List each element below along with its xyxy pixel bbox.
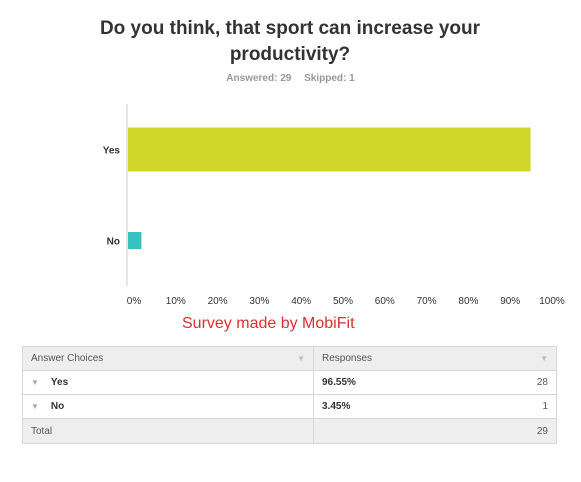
x-tick-label: 10%: [166, 296, 186, 307]
sort-triangle-icon[interactable]: ▼: [540, 354, 548, 363]
x-tick-label: 40%: [291, 296, 311, 307]
category-label: Yes: [103, 146, 121, 157]
x-tick-label: 60%: [375, 296, 395, 307]
table-row: ▼ Yes 96.55% 28: [22, 370, 557, 395]
total-row: Total 29: [22, 418, 557, 444]
responses-header-label: Responses: [322, 353, 373, 364]
table-row: ▼ No 3.45% 1: [22, 394, 557, 419]
response-table: Answer Choices ▼ Responses ▼ ▼ Yes 96.55% 28…: [22, 346, 557, 444]
x-tick-label: 90%: [500, 296, 520, 307]
skipped-count: Skipped: 1: [304, 73, 355, 84]
response-stats: Answered: 29 Skipped: 1: [0, 73, 581, 84]
expand-triangle-icon[interactable]: ▼: [31, 402, 39, 411]
response-cell: 3.45% 1: [313, 394, 557, 419]
x-tick-label: 70%: [417, 296, 437, 307]
x-tick-label: 0%: [127, 296, 142, 307]
expand-triangle-icon[interactable]: ▼: [31, 378, 39, 387]
question-title-line2: productivity?: [229, 44, 351, 65]
question-title-line1: Do you think, that sport can increase yo…: [99, 18, 481, 39]
bar-no: [128, 232, 142, 249]
choice-label: Yes: [50, 377, 69, 388]
total-label: Total: [22, 418, 314, 444]
choice-label: No: [50, 401, 65, 412]
total-cell: 29: [313, 418, 557, 444]
response-cell: 96.55% 28: [313, 370, 557, 395]
x-tick-label: 50%: [333, 296, 353, 307]
x-tick-label: 30%: [249, 296, 269, 307]
answered-count: Answered: 29: [226, 73, 292, 84]
table-header-row: Answer Choices ▼ Responses ▼: [22, 346, 557, 371]
answer-choices-header[interactable]: Answer Choices ▼: [22, 346, 314, 371]
survey-credit: Survey made by MobiFit: [182, 315, 355, 332]
choice-cell: ▼ Yes: [22, 370, 314, 395]
choice-cell: ▼ No: [22, 394, 314, 419]
x-tick-label: 80%: [458, 296, 478, 307]
question-title: Do you think, that sport can increase yo…: [60, 16, 520, 68]
x-tick-label: 20%: [208, 296, 228, 307]
sort-triangle-icon[interactable]: ▼: [297, 354, 305, 363]
bar-yes: [128, 127, 531, 172]
responses-header[interactable]: Responses ▼: [313, 346, 557, 371]
x-tick-label: 100%: [539, 296, 565, 307]
response-count: 28: [536, 377, 548, 388]
answer-choices-header-label: Answer Choices: [31, 353, 104, 364]
bar-chart: Yes No 0% 10% 20% 30% 40% 50% 60% 70% 80% 90% 100%: [103, 104, 565, 307]
response-count: 1: [542, 401, 548, 412]
response-percent: 3.45%: [322, 401, 351, 412]
category-label: No: [107, 237, 120, 248]
response-percent: 96.55%: [322, 377, 356, 388]
total-value: 29: [536, 425, 548, 437]
